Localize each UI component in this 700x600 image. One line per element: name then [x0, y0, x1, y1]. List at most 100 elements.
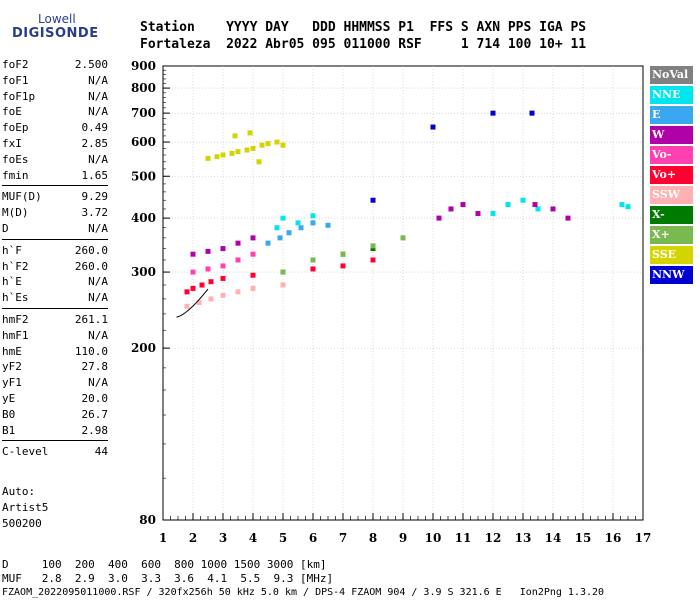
data-point-sse	[274, 139, 280, 145]
data-point-e	[277, 235, 283, 241]
param-value: N/A	[88, 328, 108, 342]
data-point-nne	[520, 197, 526, 203]
data-point-e	[265, 240, 271, 246]
data-point-nne	[274, 225, 280, 231]
param-name: yE	[2, 392, 16, 405]
param-name: B1	[2, 423, 16, 437]
data-point-ssw	[220, 292, 226, 298]
y-tick-label: 400	[131, 211, 156, 225]
param-row: fxI 2.85	[2, 137, 108, 153]
param-value: N/A	[88, 73, 108, 87]
x-tick-label: 3	[219, 531, 227, 545]
y-tick-label: 800	[131, 81, 156, 95]
data-point-sse	[235, 149, 241, 155]
data-point-nnw	[529, 110, 535, 116]
data-point-sse	[280, 142, 286, 148]
x-tick-label: 11	[455, 531, 472, 545]
x-tick-label: 1	[159, 531, 167, 545]
param-name: foF1p	[2, 89, 36, 103]
x-tick-label: 16	[605, 531, 622, 545]
param-row: hmF2 261.1	[2, 313, 108, 329]
param-name: foEp	[2, 121, 29, 135]
data-point-vo	[370, 257, 376, 263]
data-point-w	[220, 246, 226, 252]
header-labels: Station YYYY DAY DDD HHMMSS P1 FFS S AXN…	[140, 20, 587, 35]
muf-distance-row: D 100 200 400 600 800 1000 1500 3000 [km…	[2, 558, 327, 571]
param-row: yF2 27.8	[2, 360, 108, 376]
auto-code: 500200	[2, 517, 42, 530]
param-value: 0.49	[81, 121, 109, 135]
x-tick-label: 4	[249, 531, 257, 545]
header-values: Fortaleza 2022 Abr05 095 011000 RSF 1 71…	[140, 37, 587, 52]
param-name: hmE	[2, 344, 22, 358]
data-point-w	[250, 235, 256, 241]
legend-item: E	[650, 106, 693, 124]
data-point-w	[475, 210, 481, 216]
x-tick-label: 9	[399, 531, 407, 545]
param-name: fxI	[2, 137, 22, 150]
param-name: foF2	[2, 58, 29, 71]
data-point-e	[298, 225, 304, 231]
data-point-x	[310, 257, 316, 263]
param-value: 2.500	[74, 58, 108, 71]
data-point-ssw	[196, 300, 202, 306]
data-point-ssw	[250, 285, 256, 291]
param-value: 26.7	[81, 407, 109, 421]
param-value: 260.0	[74, 243, 108, 257]
data-point-w	[205, 248, 211, 254]
x-tick-label: 7	[339, 531, 347, 545]
data-point-nne	[505, 202, 511, 208]
param-row: M(D) 3.72	[2, 206, 108, 222]
data-point-sse	[205, 155, 211, 161]
y-tick-label: 80	[139, 513, 156, 527]
data-point-w	[460, 202, 466, 208]
data-point-vo	[340, 263, 346, 269]
data-point-e	[286, 230, 292, 236]
data-point-x	[370, 243, 376, 249]
legend-item: X-	[650, 206, 693, 224]
param-name: M(D)	[2, 206, 29, 220]
data-point-vo	[235, 257, 241, 263]
data-point-ssw	[280, 282, 286, 288]
param-value: N/A	[88, 376, 108, 390]
legend-item: SSE	[650, 246, 693, 264]
param-row: C-level 44	[2, 445, 108, 461]
y-tick-label: 300	[131, 265, 156, 279]
legend-item: Vo+	[650, 166, 693, 184]
data-point-nne	[295, 220, 301, 226]
legend-item: SSW	[650, 186, 693, 204]
data-point-sse	[229, 150, 235, 156]
data-point-x	[400, 235, 406, 241]
param-name: MUF(D)	[2, 190, 42, 204]
legend-item: X+	[650, 226, 693, 244]
data-point-nne	[535, 206, 541, 212]
param-row: h`F2 260.0	[2, 260, 108, 276]
param-name: h`F	[2, 243, 22, 257]
param-value: N/A	[88, 291, 108, 305]
logo-digisonde: DIGISONDE	[12, 26, 99, 41]
param-value: 2.98	[81, 423, 109, 437]
legend-item: NNW	[650, 266, 693, 284]
x-tick-label: 13	[515, 531, 532, 545]
legend-item: Vo-	[650, 146, 693, 164]
x-tick-label: 15	[575, 531, 592, 545]
data-point-ssw	[208, 296, 214, 302]
param-row: h`F 260.0	[2, 244, 108, 260]
auto-label: Auto:	[2, 485, 36, 498]
y-tick-label: 700	[131, 106, 156, 120]
data-point-nnw	[430, 124, 436, 130]
data-point-w	[436, 215, 442, 221]
data-point-nne	[310, 213, 316, 219]
data-point-w	[532, 202, 538, 208]
data-point-nnw	[490, 110, 496, 116]
data-point-sse	[259, 142, 265, 148]
param-row: foEp 0.49	[2, 121, 108, 137]
data-point-vo	[220, 263, 226, 269]
data-point-w	[235, 240, 241, 246]
data-point-nne	[280, 215, 286, 221]
data-point-sse	[250, 145, 256, 151]
x-tick-label: 2	[189, 531, 197, 545]
x-tick-label: 17	[635, 531, 652, 545]
param-row: foF2 2.500	[2, 58, 108, 74]
param-name: hmF2	[2, 313, 29, 326]
